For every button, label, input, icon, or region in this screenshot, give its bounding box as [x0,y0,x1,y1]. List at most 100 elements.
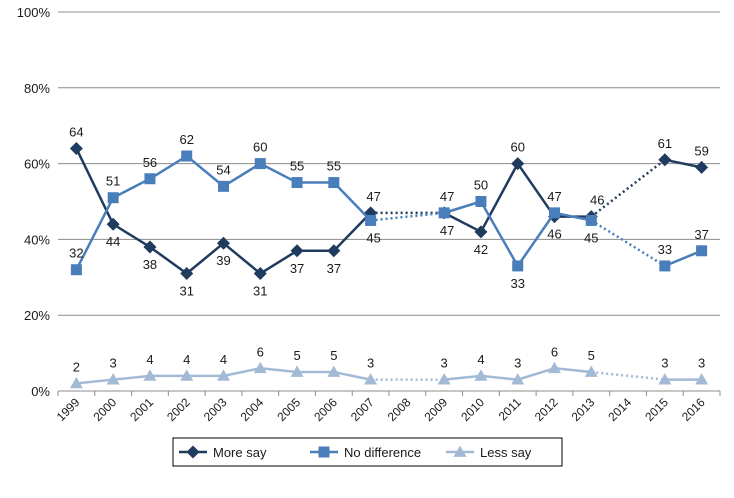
data-label-less-say: 6 [551,344,558,359]
series-line-more-say [332,211,372,252]
data-label-less-say: 4 [183,352,190,367]
data-point-less-say [143,369,157,381]
data-label-more-say: 46 [547,227,561,242]
series-line-more-say [259,249,298,275]
series-line-more-say [185,242,225,275]
data-point-no-difference [659,260,671,272]
data-label-more-say: 31 [253,284,267,299]
data-point-no-difference [365,214,377,226]
data-label-no-difference: 54 [216,162,230,177]
data-label-no-difference: 45 [584,230,598,245]
data-label-no-difference: 50 [474,178,488,193]
data-label-no-difference: 60 [253,140,267,155]
data-point-no-difference [512,260,524,272]
data-label-more-say: 60 [510,140,524,155]
data-point-less-say [106,373,120,385]
data-label-less-say: 5 [330,348,337,363]
x-tick-label: 2015 [642,395,671,424]
series-line-less-say [554,367,592,374]
x-tick-label: 2007 [348,395,377,424]
legend-label-less-say: Less say [480,445,532,460]
data-label-more-say: 38 [143,257,157,272]
data-point-less-say [180,369,194,381]
data-point-no-difference [181,150,193,162]
data-label-less-say: 3 [441,356,448,371]
data-label-more-say: 47 [440,223,454,238]
x-tick-label: 2013 [569,395,598,424]
series-line-no-difference [664,249,703,268]
data-point-no-difference [475,196,487,207]
series-line-no-difference [554,211,592,222]
series-line-more-say [443,211,482,233]
data-label-less-say: 4 [146,352,153,367]
legend-marker-more-say [186,445,200,459]
x-tick-label: 2008 [385,395,414,424]
series-line-less-say [480,374,518,381]
data-label-no-difference: 33 [658,242,672,257]
series-line-more-say [664,158,702,169]
legend-label-more-say: More say [213,445,267,460]
data-label-more-say: 64 [69,124,83,139]
y-tick-label: 80% [24,81,50,96]
series-dotted-line-no-difference [370,211,445,222]
data-point-less-say [69,376,83,389]
data-label-less-say: 3 [698,356,705,371]
data-point-no-difference [585,214,597,226]
series-less-say [69,361,709,389]
legend-box [172,437,563,467]
data-label-less-say: 4 [477,352,484,367]
series-line-no-difference [259,162,298,184]
data-point-less-say [548,361,561,374]
data-point-no-difference [70,264,82,276]
data-point-more-say [658,153,672,167]
x-tick-label: 2005 [274,395,303,424]
series-line-no-difference [112,177,151,199]
data-label-less-say: 4 [220,352,227,367]
data-point-less-say [217,369,230,381]
x-tick-label: 2009 [422,395,451,424]
data-point-more-say [327,244,341,258]
data-label-more-say: 46 [590,193,604,208]
data-point-no-difference [218,180,229,192]
data-point-more-say [695,160,709,174]
x-tick-label: 2001 [127,395,156,424]
legend: More say No difference Less say [172,437,563,467]
x-tick-label: 2014 [605,395,634,424]
series-dotted-line-more-say [590,158,666,218]
data-point-no-difference [438,207,450,219]
data-point-more-say [143,240,157,254]
x-tick-label: 2016 [679,395,708,424]
data-label-less-say: 5 [588,348,595,363]
data-label-less-say: 3 [514,356,521,371]
data-point-no-difference [291,177,303,189]
series-line-no-difference [443,200,482,215]
series-line-less-say [223,367,261,378]
legend-marker-no-difference [318,446,330,458]
data-label-no-difference: 55 [290,159,304,174]
data-label-more-say: 61 [658,136,672,151]
y-tick-label: 0% [31,384,50,399]
data-point-no-difference [328,177,340,189]
x-tick-label: 2006 [311,395,340,424]
series-line-more-say [516,162,556,218]
data-label-no-difference: 33 [510,276,524,291]
y-tick-label: 60% [24,157,50,172]
series-group [69,141,709,389]
series-dotted-line-no-difference [590,219,666,267]
data-label-more-say: 37 [290,261,304,276]
series-line-no-difference [479,200,519,267]
data-label-no-difference: 62 [179,132,193,147]
data-point-less-say [364,373,378,385]
data-point-no-difference [549,207,560,219]
series-more-say [69,141,709,281]
series-no-difference [70,150,708,276]
data-point-less-say [695,373,709,385]
series-line-less-say [113,374,151,381]
x-tick-label: 2003 [201,395,230,424]
series-line-less-say [260,367,298,374]
y-tick-label: 100% [17,5,51,20]
data-point-less-say [474,369,488,381]
series-line-no-difference [75,197,115,271]
data-point-less-say [658,373,672,385]
